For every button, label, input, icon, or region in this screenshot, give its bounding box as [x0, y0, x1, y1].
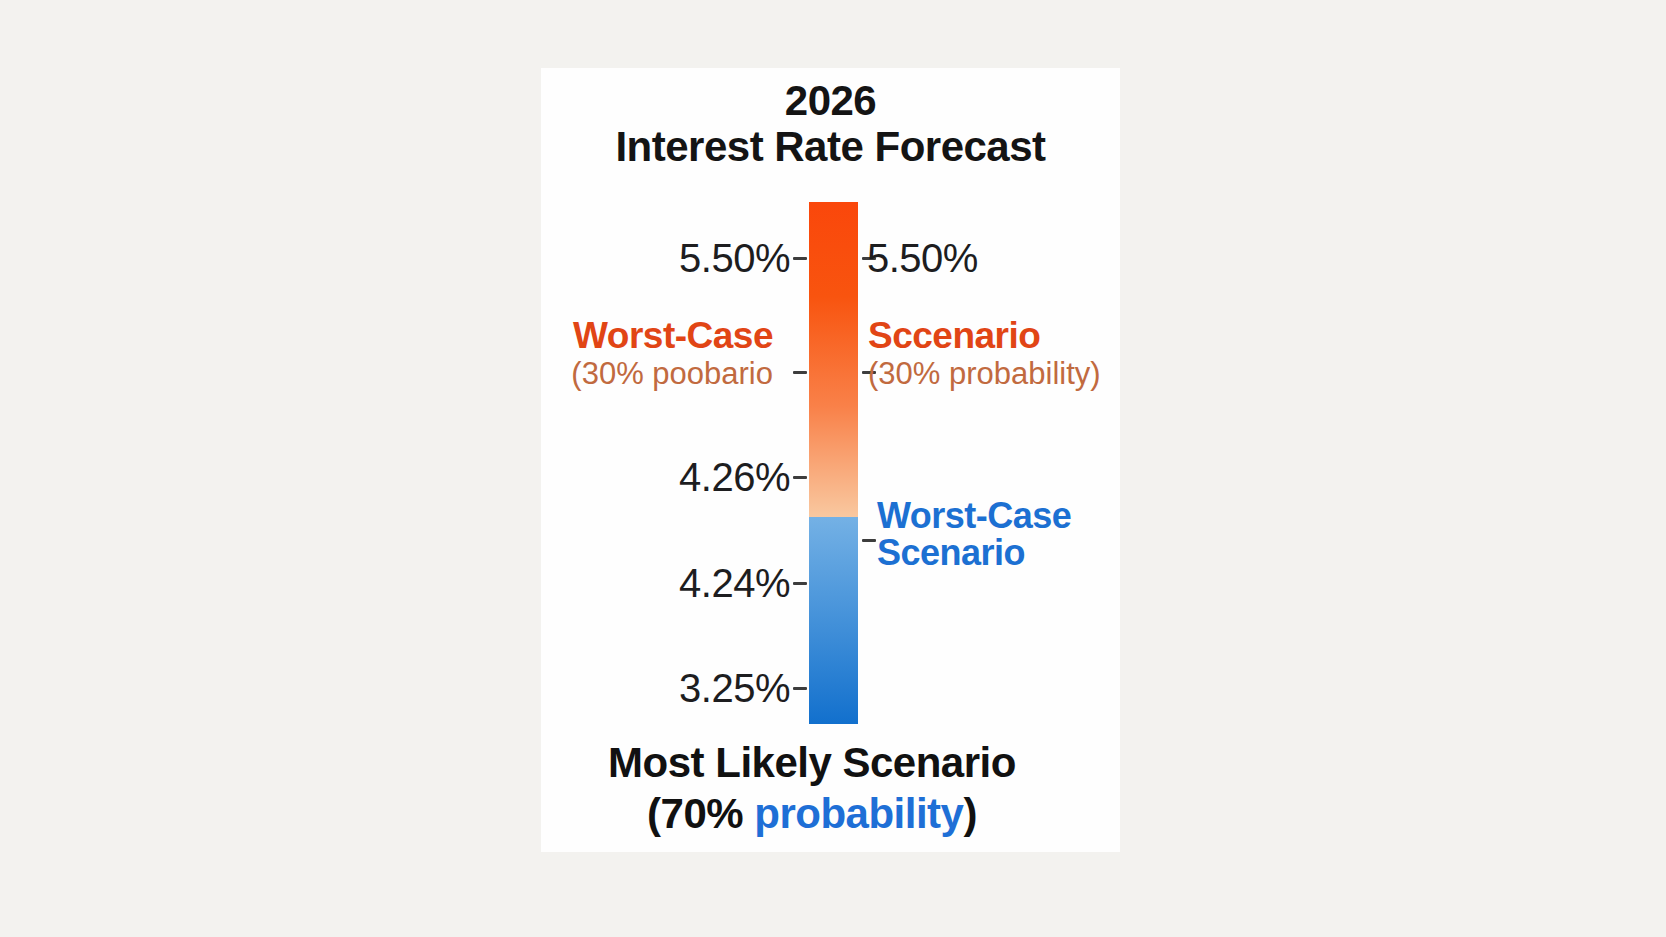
value-label-426: 4.26%: [541, 455, 790, 499]
worst-case-bar-segment: [809, 202, 858, 517]
value-label-550-right: 5.50%: [867, 236, 1097, 280]
tick-left-424: [793, 582, 807, 585]
caption-probability-suffix: ): [963, 790, 977, 837]
tick-left-426: [793, 476, 807, 479]
value-label-325: 3.25%: [541, 666, 790, 710]
most-likely-caption-line1: Most Likely Scenario: [541, 737, 1083, 788]
forecast-card: 2026 Interest Rate Forecast 5.50% 4.26% …: [541, 68, 1120, 852]
most-likely-caption-line2: (70% probability): [541, 788, 1083, 839]
tick-right-blue-label: [862, 539, 876, 542]
blue-segment-label-line1: Worst-Case: [877, 497, 1120, 534]
blue-segment-label: Worst-Case Scenario: [877, 497, 1120, 571]
chart-title: 2026 Interest Rate Forecast: [541, 78, 1120, 170]
tick-left-550: [793, 257, 807, 260]
value-label-424: 4.24%: [541, 561, 790, 605]
chart-title-year: 2026: [541, 78, 1120, 124]
worst-case-annotation-left: Worst-Case (30% poobario: [541, 316, 773, 392]
worst-case-annotation-right: Sccenario (30% probability): [868, 316, 1120, 392]
caption-probability-word: probability: [754, 790, 963, 837]
page-background: 2026 Interest Rate Forecast 5.50% 4.26% …: [0, 0, 1666, 937]
tick-left-325: [793, 687, 807, 690]
value-label-550-left: 5.50%: [541, 236, 790, 280]
forecast-bar: [809, 202, 858, 724]
worst-case-right-subtext: (30% probability): [868, 356, 1120, 392]
blue-segment-label-line2: Scenario: [877, 534, 1120, 571]
chart-title-text: Interest Rate Forecast: [541, 124, 1120, 170]
worst-case-left-subtext: (30% poobario: [541, 356, 773, 392]
most-likely-bar-segment: [809, 517, 858, 724]
most-likely-caption: Most Likely Scenario (70% probability): [541, 737, 1083, 839]
tick-left-probability: [793, 371, 807, 374]
caption-probability-prefix: (70%: [647, 790, 754, 837]
worst-case-left-heading: Worst-Case: [541, 316, 773, 356]
worst-case-right-heading: Sccenario: [868, 316, 1120, 356]
